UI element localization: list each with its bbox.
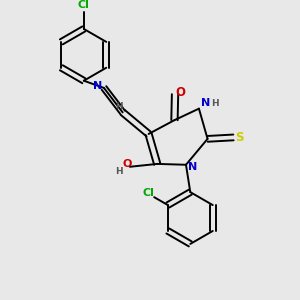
Text: H: H	[211, 99, 219, 108]
Text: N: N	[188, 162, 197, 172]
Text: Cl: Cl	[77, 0, 89, 10]
Text: H: H	[115, 167, 123, 176]
Text: O: O	[123, 160, 132, 170]
Text: Cl: Cl	[142, 188, 154, 198]
Text: N: N	[201, 98, 210, 109]
Text: N: N	[93, 81, 102, 91]
Text: S: S	[236, 131, 244, 144]
Text: O: O	[175, 86, 185, 99]
Text: H: H	[116, 102, 123, 111]
